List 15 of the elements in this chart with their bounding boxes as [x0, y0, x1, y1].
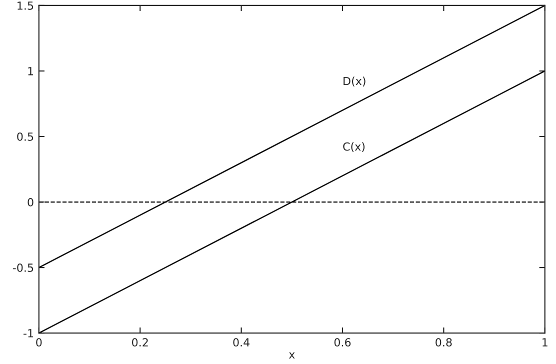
y-tick-label: 1 [28, 67, 34, 76]
series-label: D(x) [344, 76, 366, 87]
x-tick-label: 0.8 [436, 338, 452, 347]
y-tick-label: -1 [24, 329, 34, 338]
y-tick-label: 1.5 [18, 2, 34, 10]
x-axis-title: x [288, 352, 295, 359]
series-label: C(x) [343, 142, 365, 152]
x-tick-label: 0.2 [132, 338, 148, 347]
x-tick-label: 0.4 [233, 338, 250, 347]
x-tick-label: 0 [36, 338, 42, 347]
y-tick-label: 0.5 [17, 132, 34, 141]
y-tick-label: -0.5 [12, 264, 34, 272]
x-tick-label: 1 [542, 338, 548, 346]
x-tick-label: 0.6 [334, 338, 351, 347]
y-tick-label: 0 [28, 198, 34, 206]
